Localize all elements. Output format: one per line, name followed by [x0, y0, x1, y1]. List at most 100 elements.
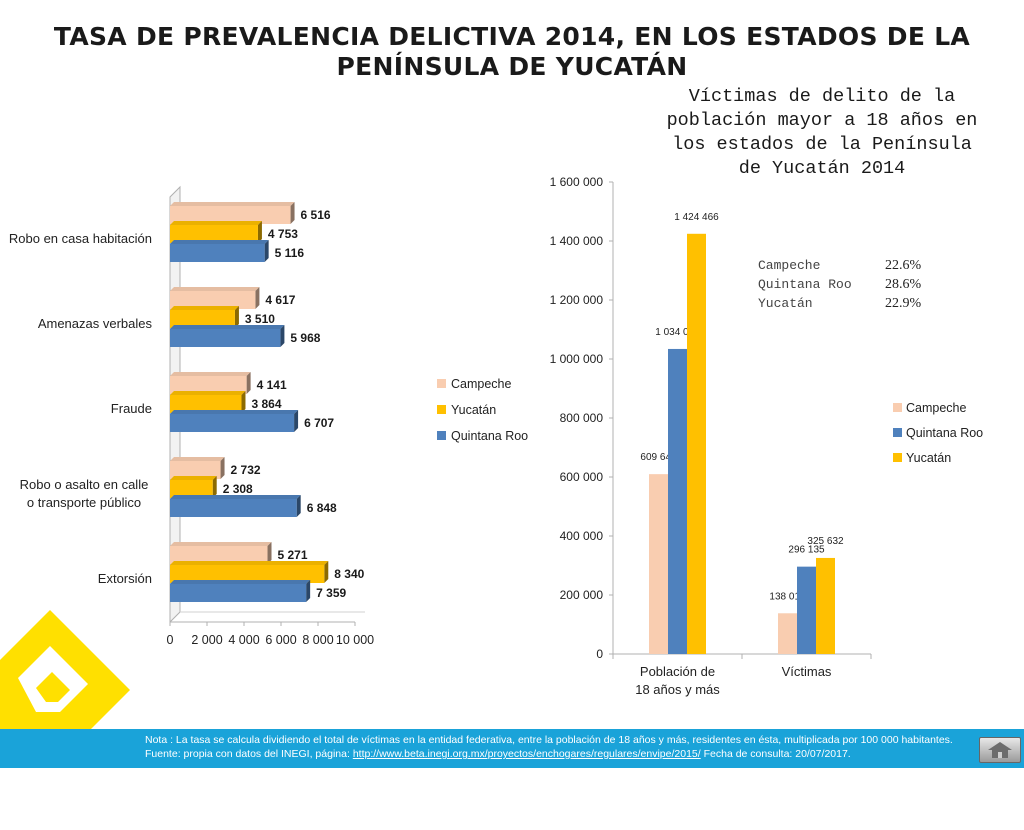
bar-yucatán [170, 310, 235, 328]
y-tick-label: 0 [596, 647, 603, 661]
bar-side [220, 457, 225, 479]
bar-campeche [778, 613, 797, 654]
bar-quintana-roo [170, 329, 281, 347]
x-tick-label: 4 000 [228, 633, 259, 647]
bar-yucatán [816, 557, 835, 654]
legend-swatch [893, 453, 902, 462]
bar-top [170, 306, 239, 310]
bar-top [170, 495, 301, 499]
x-tick-label: 8 000 [302, 633, 333, 647]
data-label: 325 632 [807, 536, 844, 547]
bar-campeche [170, 461, 221, 479]
consult-date: Fecha de consulta: 20/07/2017. [703, 748, 851, 760]
bar-top [170, 542, 272, 546]
source-line: Fuente: propia con datos del INEGI, pági… [145, 747, 975, 761]
y-tick-label: 1 400 000 [550, 234, 604, 248]
bar-side [212, 476, 217, 498]
data-label: 2 732 [231, 463, 261, 477]
data-label: 296 135 [788, 545, 825, 556]
x-tick-label: 2 000 [191, 633, 222, 647]
bar-top [170, 240, 269, 244]
category-label: Población de [640, 664, 715, 679]
legend-swatch [437, 405, 446, 414]
data-label: 3 510 [245, 312, 275, 326]
bar-quintana-roo [668, 348, 687, 654]
category-label: Robo en casa habitación [9, 231, 152, 246]
home-button[interactable] [979, 737, 1021, 763]
legend-label: Quintana Roo [906, 426, 983, 440]
bar-side [306, 580, 311, 602]
footer-note: Nota : La tasa se calcula dividiendo el … [145, 733, 975, 761]
bar-yucatán [170, 225, 258, 243]
x-tick-label: 10 000 [336, 633, 374, 647]
bar-side [290, 202, 295, 224]
bar-top [170, 561, 329, 565]
rate-state: Campeche [758, 258, 821, 273]
bar-side [324, 561, 329, 583]
legend-label: Quintana Roo [451, 429, 528, 443]
data-label: 2 308 [223, 482, 253, 496]
note-text: Nota : La tasa se calcula dividiendo el … [145, 734, 953, 746]
data-label: 7 359 [316, 586, 346, 600]
legend-swatch [893, 403, 902, 412]
data-label: 4 617 [265, 293, 295, 307]
bar-quintana-roo [797, 566, 816, 654]
bar-side [257, 221, 262, 243]
bar-top [170, 476, 217, 480]
y-tick-label: 400 000 [560, 529, 604, 543]
bar-top [170, 202, 295, 206]
home-icon [988, 742, 1012, 758]
data-label: 4 141 [257, 378, 287, 392]
y-tick-label: 1 200 000 [550, 293, 604, 307]
page-title: TASA DE PREVALENCIA DELICTIVA 2014, EN L… [53, 22, 971, 81]
category-label: 18 años y más [635, 682, 720, 697]
bar-side [255, 287, 260, 309]
x-tick-label: 0 [167, 633, 174, 647]
rate-state: Quintana Roo [758, 277, 852, 292]
bar-side [267, 542, 272, 564]
horizontal-bar-chart: 0 2 000 4 000 6 000 8 000 10 000 Robo en casa … [9, 185, 528, 647]
rate-value: 22.6% [885, 258, 922, 273]
bar-quintana-roo [170, 584, 307, 602]
bar-quintana-roo [170, 414, 295, 432]
rate-value: 28.6% [885, 277, 922, 292]
data-label: 5 271 [278, 548, 308, 562]
bar-top [170, 410, 299, 414]
category-label: o transporte público [27, 495, 141, 510]
bar-yucatán [170, 480, 213, 498]
bar-campeche [170, 291, 256, 309]
bar-campeche [170, 546, 268, 564]
chart-subtitle: Víctimas de delito de la población mayor… [666, 86, 978, 179]
category-label: Extorsión [98, 571, 152, 586]
bar-top [170, 325, 285, 329]
bar-top [170, 391, 246, 395]
bar-side [241, 391, 246, 413]
data-label: 5 968 [290, 331, 320, 345]
bar-top [170, 287, 260, 291]
legend-swatch [437, 431, 446, 440]
data-label: 5 116 [275, 246, 305, 260]
source-link[interactable]: http://www.beta.inegi.org.mx/proyectos/e… [352, 748, 701, 760]
data-label: 609 644 [640, 452, 677, 463]
bar-campeche [170, 376, 247, 394]
bar-top [170, 372, 251, 376]
data-label: 4 753 [268, 227, 298, 241]
y-tick-label: 800 000 [560, 411, 604, 425]
category-label: Fraude [111, 401, 152, 416]
bar-side [280, 325, 285, 347]
data-label: 6 707 [304, 416, 334, 430]
category-label: Amenazas verbales [38, 316, 153, 331]
inegi-logo-shape [0, 610, 130, 730]
bar-side [264, 240, 269, 262]
legend-label: Campeche [906, 401, 966, 415]
rate-row-campeche: Campeche 22.6% [758, 256, 921, 275]
y-tick-label: 200 000 [560, 588, 604, 602]
bar-yucatán [170, 395, 242, 413]
legend-label: Yucatán [906, 451, 951, 465]
data-label: 138 017 [769, 591, 806, 602]
bar-side [296, 495, 301, 517]
data-label: 6 516 [301, 208, 331, 222]
data-label: 1 424 466 [674, 212, 719, 223]
bar-yucatán [687, 233, 706, 654]
y-tick-label: 600 000 [560, 470, 604, 484]
